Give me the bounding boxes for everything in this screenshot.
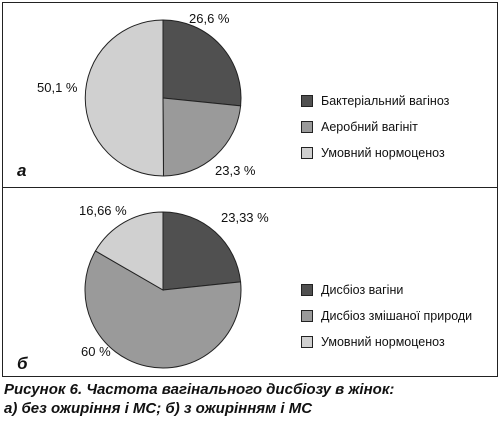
pie-slice-b-0: [162, 211, 242, 291]
legend-item-b-0: Дисбіоз вагіни: [301, 281, 472, 299]
caption-line-1: Рисунок 6. Частота вагінального дисбіозу…: [4, 381, 395, 398]
chart-panel-a: 26,6 % 23,3 % 50,1 % а Бактеріальний ваг…: [2, 2, 498, 188]
pct-label-a-0: 26,6 %: [189, 11, 230, 26]
figure-caption: Рисунок 6. Частота вагінального дисбіозу…: [4, 380, 498, 418]
legend-b: Дисбіоз вагіни Дисбіоз змішаної природи …: [301, 281, 472, 359]
legend-label-a-2: Умовний нормоценоз: [321, 146, 445, 160]
pct-label-b-1: 60 %: [81, 344, 111, 359]
legend-item-a-2: Умовний нормоценоз: [301, 144, 449, 162]
panel-letter-b: б: [17, 354, 28, 373]
legend-item-a-1: Аеробний вагініт: [301, 118, 449, 136]
pct-label-a-1: 23,3 %: [215, 163, 256, 178]
legend-label-b-1: Дисбіоз змішаної природи: [321, 309, 473, 323]
pie-slice-a-0: [162, 19, 242, 107]
pct-label-a-2: 50,1 %: [37, 80, 78, 95]
legend-label-b-2: Умовний нормоценоз: [321, 335, 445, 349]
legend-swatch-a-2: [301, 147, 313, 159]
legend-swatch-a-0: [301, 95, 313, 107]
legend-swatch-a-1: [301, 121, 313, 133]
pie-chart-a: [84, 19, 242, 177]
pct-label-b-0: 23,33 %: [221, 210, 269, 225]
caption-line-2: а) без ожиріння і МС; б) з ожирінням і М…: [4, 400, 313, 417]
pie-slice-b-2: [94, 211, 164, 291]
pct-label-b-2: 16,66 %: [79, 203, 127, 218]
legend-label-b-0: Дисбіоз вагіни: [321, 283, 404, 297]
legend-label-a-1: Аеробний вагініт: [321, 120, 418, 134]
legend-a: Бактеріальний вагіноз Аеробний вагініт У…: [301, 92, 449, 170]
legend-label-a-0: Бактеріальний вагіноз: [321, 94, 450, 108]
legend-item-a-0: Бактеріальний вагіноз: [301, 92, 449, 110]
pie-chart-b: [84, 211, 242, 369]
pie-slice-a-1: [162, 97, 242, 177]
legend-swatch-b-0: [301, 284, 313, 296]
panel-letter-a: а: [17, 161, 27, 180]
pie-slice-a-2: [84, 19, 164, 177]
legend-swatch-b-1: [301, 310, 313, 322]
legend-swatch-b-2: [301, 336, 313, 348]
legend-item-b-1: Дисбіоз змішаної природи: [301, 307, 472, 325]
legend-item-b-2: Умовний нормоценоз: [301, 333, 472, 351]
pie-slice-b-1: [84, 250, 242, 369]
chart-panel-b: 23,33 % 60 % 16,66 % б Дисбіоз вагіни Ди…: [2, 187, 498, 377]
